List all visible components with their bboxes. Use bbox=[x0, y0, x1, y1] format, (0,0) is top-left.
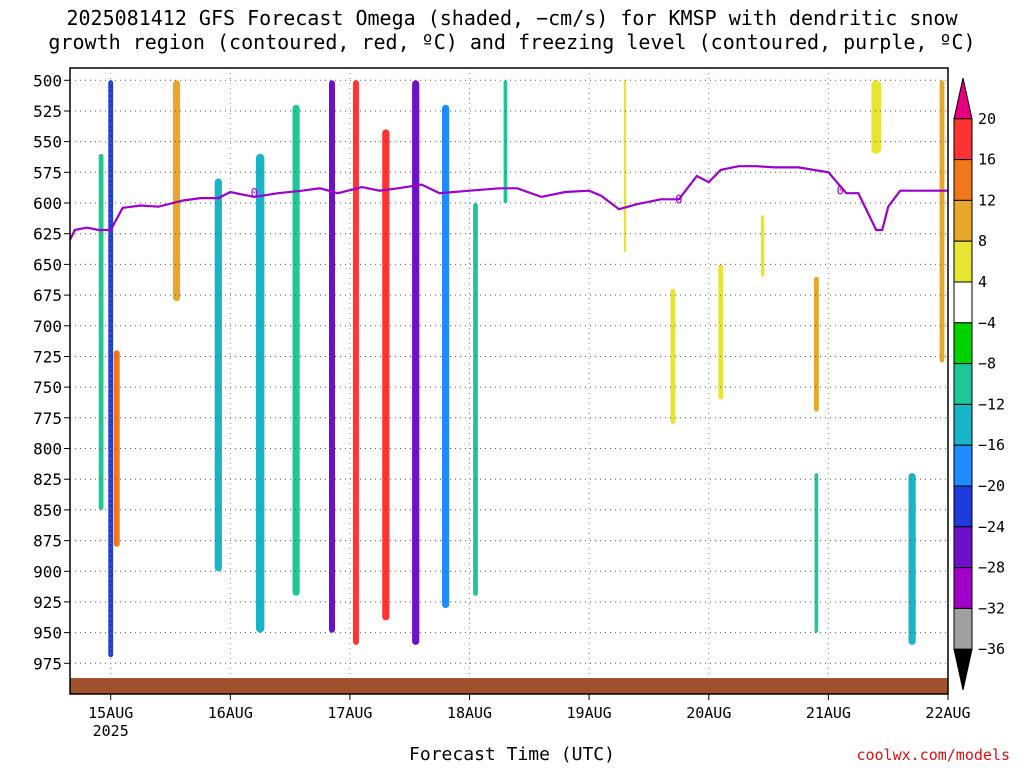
omega-shade-4 bbox=[214, 178, 222, 572]
y-tick-label-575: 575 bbox=[33, 163, 62, 182]
y-tick-label-525: 525 bbox=[33, 102, 62, 121]
omega-shade-3 bbox=[172, 80, 181, 302]
y-tick-label-650: 650 bbox=[33, 255, 62, 274]
colorbar-bottom-triangle bbox=[953, 648, 973, 691]
plot-frame bbox=[69, 67, 949, 695]
omega-shade-7 bbox=[329, 80, 335, 633]
omega-shade-20 bbox=[814, 473, 819, 633]
y-tick-label-675: 675 bbox=[33, 286, 62, 305]
plot-border bbox=[69, 67, 949, 695]
colorbar-top-triangle bbox=[953, 77, 973, 120]
y-tick-label-775: 775 bbox=[33, 409, 62, 428]
y-tick-label-900: 900 bbox=[33, 562, 62, 581]
colorbar-label-9: −20 bbox=[978, 477, 1005, 495]
colorbar-segment-4 bbox=[953, 240, 973, 283]
omega-shade-5 bbox=[256, 153, 265, 633]
omega-shade-17 bbox=[760, 215, 765, 277]
y-tick-label-850: 850 bbox=[33, 501, 62, 520]
colorbar: 20 16 12 8 4 −4 −8 −12 −16 −20 −24 −28 −32 −36 bbox=[953, 77, 1005, 691]
y-tick-label-950: 950 bbox=[33, 624, 62, 643]
x-tick-label-22AUG: 22AUG bbox=[925, 704, 970, 722]
colorbar-label-4: 4 bbox=[978, 273, 987, 291]
x-tick-label-21AUG: 21AUG bbox=[806, 704, 851, 722]
freezing-level-layer: 0 0 0 bbox=[69, 165, 948, 241]
omega-shade-2 bbox=[113, 350, 120, 547]
colorbar-segment-5 bbox=[953, 281, 973, 324]
y-tick-label-875: 875 bbox=[33, 532, 62, 551]
x-tick-label-20AUG: 20AUG bbox=[686, 704, 731, 722]
colorbar-segment-9 bbox=[953, 444, 973, 487]
colorbar-label-3: 8 bbox=[978, 232, 987, 250]
y-axis: 500 525 550 575 600 625 650 675 700 725 750 775 800 8… bbox=[33, 71, 70, 673]
colorbar-label-2: 12 bbox=[978, 191, 996, 209]
colorbar-segment-10 bbox=[953, 485, 973, 528]
x-tick-label-17AUG: 17AUG bbox=[327, 704, 372, 722]
title-line-1: 2025081412 GFS Forecast Omega (shaded, −… bbox=[66, 6, 958, 30]
colorbar-segment-12 bbox=[953, 567, 973, 609]
y-tick-label-500: 500 bbox=[33, 71, 62, 90]
x-tick-label-18AUG: 18AUG bbox=[447, 704, 492, 722]
colorbar-segment-1 bbox=[953, 118, 973, 161]
credit-link[interactable]: coolwx.com/models bbox=[856, 746, 1010, 764]
colorbar-segment-7 bbox=[953, 363, 973, 405]
colorbar-segment-8 bbox=[953, 403, 973, 446]
omega-shade-18 bbox=[814, 276, 819, 412]
x-tick-label-15AUG: 15AUG bbox=[88, 704, 133, 722]
x-tick-label-19AUG: 19AUG bbox=[567, 704, 612, 722]
freezing-level-label-1: 0 bbox=[675, 192, 682, 206]
omega-shade-10 bbox=[412, 80, 420, 645]
y-tick-label-800: 800 bbox=[33, 440, 62, 459]
omega-shading-layer bbox=[98, 80, 945, 658]
x-axis: 15AUG 16AUG 17AUG 18AUG 19AUG 20AUG 21AUG 22AUG… bbox=[88, 694, 971, 740]
freezing-level-label-0: 0 bbox=[251, 186, 258, 200]
y-tick-label-625: 625 bbox=[33, 225, 62, 244]
omega-shade-12 bbox=[473, 203, 478, 596]
freezing-level-label-2: 0 bbox=[837, 184, 844, 198]
freezing-level-line bbox=[69, 165, 948, 241]
y-tick-label-550: 550 bbox=[33, 133, 62, 152]
y-tick-label-750: 750 bbox=[33, 378, 62, 397]
chart-title: 2025081412 GFS Forecast Omega (shaded, −… bbox=[0, 6, 1024, 54]
colorbar-segment-2 bbox=[953, 159, 973, 201]
colorbar-segment-13 bbox=[953, 607, 973, 650]
y-tick-label-600: 600 bbox=[33, 194, 62, 213]
colorbar-label-12: −32 bbox=[978, 599, 1005, 617]
omega-shade-19 bbox=[871, 80, 881, 154]
colorbar-label-10: −24 bbox=[978, 518, 1005, 536]
surface-band bbox=[70, 678, 948, 694]
omega-shade-14 bbox=[623, 80, 627, 253]
x-tick-sublabel-year: 2025 bbox=[93, 722, 129, 740]
omega-shade-1 bbox=[98, 153, 104, 510]
y-tick-label-725: 725 bbox=[33, 348, 62, 367]
surface-ground-layer bbox=[70, 678, 948, 694]
colorbar-label-11: −28 bbox=[978, 559, 1005, 577]
omega-shade-15 bbox=[670, 288, 676, 424]
colorbar-segment-6 bbox=[953, 322, 973, 365]
title-line-2: growth region (contoured, red, ºC) and f… bbox=[48, 30, 976, 54]
colorbar-label-0: 20 bbox=[978, 110, 996, 128]
colorbar-label-1: 16 bbox=[978, 151, 996, 169]
omega-shade-16 bbox=[718, 264, 724, 400]
colorbar-label-6: −8 bbox=[978, 355, 996, 373]
omega-shade-8 bbox=[352, 80, 359, 645]
omega-shade-9 bbox=[382, 129, 390, 621]
colorbar-label-7: −12 bbox=[978, 395, 1005, 413]
x-tick-label-16AUG: 16AUG bbox=[208, 704, 253, 722]
y-tick-label-700: 700 bbox=[33, 317, 62, 336]
x-axis-label: Forecast Time (UTC) bbox=[409, 744, 615, 765]
omega-shade-21 bbox=[908, 473, 916, 645]
colorbar-label-8: −16 bbox=[978, 436, 1005, 454]
y-tick-label-825: 825 bbox=[33, 470, 62, 489]
colorbar-label-5: −4 bbox=[978, 314, 996, 332]
omega-shade-6 bbox=[292, 104, 300, 596]
colorbar-label-13: −36 bbox=[978, 640, 1005, 658]
omega-shade-22 bbox=[939, 80, 945, 363]
colorbar-segment-11 bbox=[953, 526, 973, 569]
y-tick-label-975: 975 bbox=[33, 654, 62, 673]
colorbar-segment-3 bbox=[953, 199, 973, 242]
y-tick-label-925: 925 bbox=[33, 593, 62, 612]
